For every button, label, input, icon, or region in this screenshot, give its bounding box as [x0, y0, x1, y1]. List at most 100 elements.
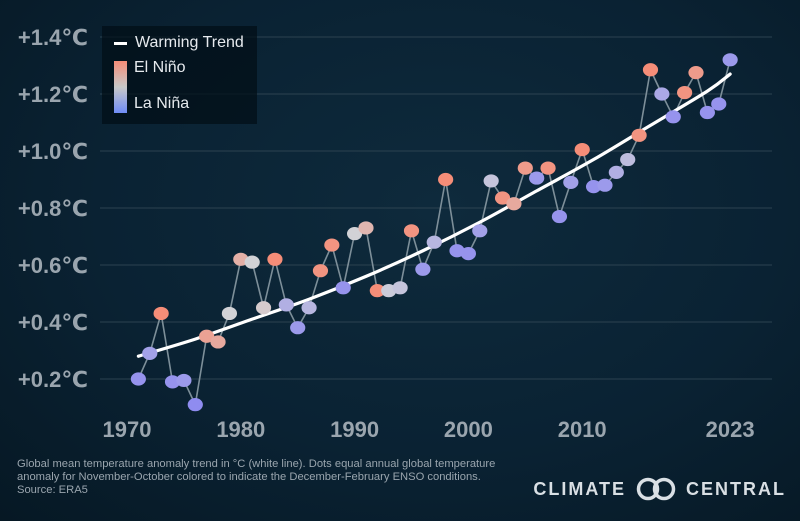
connector-segment	[410, 230, 424, 270]
data-point-2019	[677, 85, 693, 100]
data-point-2004	[506, 197, 522, 211]
connector-segment	[194, 336, 208, 405]
data-point-1990	[347, 227, 363, 241]
data-point-2010	[574, 142, 590, 157]
data-point-1975	[176, 373, 192, 388]
data-point-2000	[460, 247, 476, 261]
point-layer	[130, 53, 738, 412]
connector-segment	[342, 233, 356, 288]
connector-segment	[717, 59, 731, 105]
data-point-2012	[597, 178, 613, 192]
trend-layer	[136, 72, 732, 358]
chart-caption: Global mean temperature anomaly trend in…	[17, 458, 537, 497]
connector-segment	[444, 179, 458, 251]
data-point-2020	[688, 66, 704, 80]
data-point-2016	[642, 63, 659, 77]
data-point-2008	[551, 209, 568, 224]
data-point-2006	[529, 171, 545, 185]
connector-segment	[695, 72, 709, 113]
data-point-1992	[369, 284, 385, 298]
y-tick-label: +1.4℃	[18, 25, 88, 50]
data-point-1972	[142, 346, 158, 360]
data-point-1989	[335, 281, 351, 295]
data-point-1973	[153, 306, 169, 321]
data-point-2015	[631, 128, 647, 142]
data-point-2007	[540, 161, 556, 175]
warming-trend-line	[136, 72, 732, 358]
data-point-1991	[358, 221, 374, 235]
connector-segment	[365, 227, 379, 291]
data-point-1986	[301, 301, 317, 315]
data-point-2013	[608, 165, 624, 179]
connector-segment	[251, 261, 265, 308]
legend-el-nino-label: El Niño	[134, 59, 186, 76]
connector-segment	[547, 167, 561, 217]
data-point-1985	[290, 321, 306, 335]
data-point-1987	[312, 264, 329, 278]
enso-color-gradient	[114, 61, 127, 113]
connector-segment	[433, 179, 447, 243]
connector-segment	[638, 69, 652, 136]
legend-trend: Warming Trend	[114, 34, 244, 52]
x-tick-label: 2000	[444, 417, 493, 442]
data-point-1996	[415, 262, 431, 276]
data-point-1977	[199, 329, 215, 343]
y-tick-label: +0.2℃	[18, 367, 88, 392]
data-point-2001	[472, 224, 488, 238]
legend-la-nina-label: La Niña	[134, 95, 190, 112]
y-tick-label: +1.0℃	[18, 139, 88, 164]
connector-segment	[262, 259, 276, 308]
climate-central-logo: CLIMATE CENTRAL	[533, 477, 786, 501]
caption-source: Source: ERA5	[17, 484, 88, 496]
data-point-2014	[620, 152, 636, 167]
connector-segment	[228, 259, 242, 314]
data-point-2017	[654, 87, 670, 101]
linked-circles-icon	[636, 477, 676, 501]
y-tick-label: +1.2℃	[18, 82, 88, 107]
brand-word-left: CLIMATE	[533, 478, 626, 499]
caption-line-2: anomaly for November-October colored to …	[17, 471, 481, 483]
data-point-2022	[711, 97, 727, 111]
legend-la-nina: La Niña	[134, 95, 189, 113]
data-point-1997	[426, 235, 442, 249]
data-point-1971	[130, 372, 146, 386]
x-tick-label: 2023	[706, 417, 755, 442]
data-point-1979	[221, 306, 238, 321]
connector-segment	[274, 259, 288, 306]
data-point-1988	[324, 238, 340, 252]
data-point-2002	[483, 174, 499, 188]
data-point-1982	[255, 301, 272, 315]
data-point-1984	[278, 298, 294, 312]
x-tick-label: 1980	[216, 417, 265, 442]
y-axis-ticks: +0.2℃ +0.4℃ +0.6℃ +0.8℃ +1.0℃ +1.2℃ +1.4℃	[18, 25, 88, 392]
data-point-1981	[244, 255, 260, 269]
caption-line-1: Global mean temperature anomaly trend in…	[17, 458, 496, 470]
data-point-1995	[403, 224, 420, 238]
x-tick-label: 1990	[330, 417, 379, 442]
x-tick-label: 2010	[558, 417, 607, 442]
connector-segment	[479, 180, 492, 231]
data-point-1976	[187, 398, 203, 412]
data-point-2023	[722, 53, 738, 67]
y-tick-label: +0.6℃	[18, 253, 88, 278]
data-point-1983	[267, 252, 283, 266]
data-point-2003	[494, 191, 511, 205]
data-point-2018	[665, 110, 681, 124]
y-tick-label: +0.8℃	[18, 196, 88, 221]
legend-trend-label: Warming Trend	[135, 34, 244, 51]
legend: Warming Trend El Niño La Niña	[102, 26, 257, 124]
x-tick-label: 1970	[103, 417, 152, 442]
data-point-1994	[392, 281, 408, 295]
brand-word-right: CENTRAL	[686, 478, 786, 499]
data-point-2009	[563, 175, 579, 189]
x-axis-ticks: 1970 1980 1990 2000 2010 2023	[103, 417, 755, 442]
legend-el-nino: El Niño	[134, 59, 186, 77]
data-point-1998	[438, 172, 454, 187]
data-point-1974	[164, 375, 181, 389]
data-point-2021	[699, 105, 715, 120]
y-tick-label: +0.4℃	[18, 310, 88, 335]
trend-swatch	[114, 41, 127, 45]
data-point-2005	[517, 161, 533, 175]
connector-segment	[148, 313, 162, 354]
